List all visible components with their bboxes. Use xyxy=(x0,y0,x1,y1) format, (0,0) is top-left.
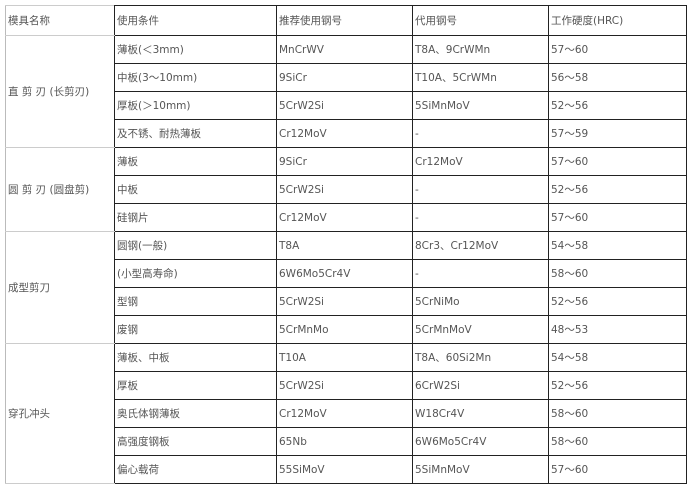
table-cell: 65Nb xyxy=(276,427,413,456)
table-cell: 52～56 xyxy=(548,371,687,400)
table-cell: 5CrW2Si xyxy=(276,175,413,204)
table-cell: - xyxy=(412,259,549,288)
table-cell: - xyxy=(412,203,549,232)
table-cell: 6CrW2Si xyxy=(412,371,549,400)
table-cell: 6W6Mo5Cr4V xyxy=(276,259,413,288)
table-row: 型钢 5CrW2Si 5CrNiMo 52～56 xyxy=(6,287,687,316)
table-cell: Cr12MoV xyxy=(276,399,413,428)
table-cell: - xyxy=(412,175,549,204)
table-cell: 5SiMnMoV xyxy=(412,91,549,120)
table-cell: T8A、60Si2Mn xyxy=(412,343,549,372)
table-cell: 5CrW2Si xyxy=(276,91,413,120)
column-header: 代用钢号 xyxy=(412,5,549,36)
table-cell: 5CrW2Si xyxy=(276,371,413,400)
table-cell: T8A xyxy=(276,231,413,260)
table-cell: 8Cr3、Cr12MoV xyxy=(412,231,549,260)
table-cell: 中板(3～10mm) xyxy=(114,63,277,92)
table-cell: 58～60 xyxy=(548,259,687,288)
table-cell: 52～56 xyxy=(548,287,687,316)
table-row: 穿孔冲头 薄板、中板 T10A T8A、60Si2Mn 54～58 xyxy=(5,343,687,484)
table-cell: 52～56 xyxy=(548,175,687,204)
table-row: 偏心载荷 55SiMoV 5SiMnMoV 57～60 xyxy=(6,455,687,484)
steel-table: 模具名称 使用条件 推荐使用钢号 代用钢号 工作硬度(HRC) 直 剪 刃 (长剪刃) 薄板… xyxy=(5,5,687,484)
table-cell: 9SiCr xyxy=(276,147,413,176)
table-cell: 48～53 xyxy=(548,315,687,344)
table-row: (小型高寿命) 6W6Mo5Cr4V -58～60 xyxy=(6,259,687,288)
table-row: 圆 剪 刃 (圆盘剪) 薄板 9SiCr Cr12MoV 57～60 xyxy=(5,147,687,232)
table-row: 及不锈、耐热薄板 Cr12MoV -57～59 xyxy=(6,119,687,148)
table-row: 奥氏体钢薄板 Cr12MoV W18Cr4V 58～60 xyxy=(6,399,687,428)
table-cell: 薄板、中板 xyxy=(114,343,277,372)
table-cell: 型钢 xyxy=(114,287,277,316)
table-cell: T8A、9CrWMn xyxy=(412,35,549,64)
table-cell: 废钢 xyxy=(114,315,277,344)
column-header: 模具名称 xyxy=(5,5,115,36)
table-row: 厚板(＞10mm) 5CrW2Si 5SiMnMoV 52～56 xyxy=(6,91,687,120)
table-row: 高强度钢板 65Nb 6W6Mo5Cr4V 58～60 xyxy=(6,427,687,456)
table-cell: 厚板(＞10mm) xyxy=(114,91,277,120)
mold-name-cell: 直 剪 刃 (长剪刃) xyxy=(5,35,115,148)
table-cell: 5CrMnMoV xyxy=(412,315,549,344)
table-cell: T10A xyxy=(276,343,413,372)
table-cell: 9SiCr xyxy=(276,63,413,92)
table-cell: 奥氏体钢薄板 xyxy=(114,399,277,428)
table-cell: 52～56 xyxy=(548,91,687,120)
table-cell: 硅钢片 xyxy=(114,203,277,232)
mold-name-cell: 穿孔冲头 xyxy=(5,343,115,484)
mold-name-cell: 成型剪刀 xyxy=(5,231,115,344)
table-cell: 57～60 xyxy=(548,203,687,232)
table-row: 中板(3～10mm) 9SiCr T10A、5CrWMn 56～58 xyxy=(6,63,687,92)
table-cell: 5CrMnMo xyxy=(276,315,413,344)
header-row: 模具名称 使用条件 推荐使用钢号 代用钢号 工作硬度(HRC) xyxy=(5,5,687,36)
column-header: 使用条件 xyxy=(114,5,277,36)
table-cell: 中板 xyxy=(114,175,277,204)
table-row: 成型剪刀 圆钢(一般) T8A 8Cr3、Cr12MoV 54～58 xyxy=(5,231,687,344)
table-cell: 54～58 xyxy=(548,231,687,260)
table-cell: W18Cr4V xyxy=(412,399,549,428)
table-cell: 圆钢(一般) xyxy=(114,231,277,260)
table-cell: - xyxy=(412,119,549,148)
table-cell: T10A、5CrWMn xyxy=(412,63,549,92)
table-cell: MnCrWV xyxy=(276,35,413,64)
table-cell: 57～60 xyxy=(548,147,687,176)
table-row: 硅钢片 Cr12MoV -57～60 xyxy=(6,203,687,232)
table-row: 直 剪 刃 (长剪刃) 薄板(＜3mm) MnCrWV T8A、9CrWMn 57～60 xyxy=(5,35,687,148)
table-cell: 57～59 xyxy=(548,119,687,148)
table-cell: 偏心载荷 xyxy=(114,455,277,484)
table-cell: 56～58 xyxy=(548,63,687,92)
table-cell: 高强度钢板 xyxy=(114,427,277,456)
table-cell: Cr12MoV xyxy=(276,203,413,232)
table-cell: 及不锈、耐热薄板 xyxy=(114,119,277,148)
table-cell: 5CrW2Si xyxy=(276,287,413,316)
table-cell: 58～60 xyxy=(548,399,687,428)
mold-name-cell: 圆 剪 刃 (圆盘剪) xyxy=(5,147,115,232)
table-cell: (小型高寿命) xyxy=(114,259,277,288)
column-header: 推荐使用钢号 xyxy=(276,5,413,36)
table-cell: 54～58 xyxy=(548,343,687,372)
table-cell: 58～60 xyxy=(548,427,687,456)
table-cell: 57～60 xyxy=(548,455,687,484)
table-cell: 5CrNiMo xyxy=(412,287,549,316)
table-cell: Cr12MoV xyxy=(276,119,413,148)
table-cell: 57～60 xyxy=(548,35,687,64)
table-cell: 薄板 xyxy=(114,147,277,176)
column-header: 工作硬度(HRC) xyxy=(548,5,687,36)
table-cell: 55SiMoV xyxy=(276,455,413,484)
table-cell: 5SiMnMoV xyxy=(412,455,549,484)
table-cell: Cr12MoV xyxy=(412,147,549,176)
table-cell: 厚板 xyxy=(114,371,277,400)
table-cell: 薄板(＜3mm) xyxy=(114,35,277,64)
table-cell: 6W6Mo5Cr4V xyxy=(412,427,549,456)
